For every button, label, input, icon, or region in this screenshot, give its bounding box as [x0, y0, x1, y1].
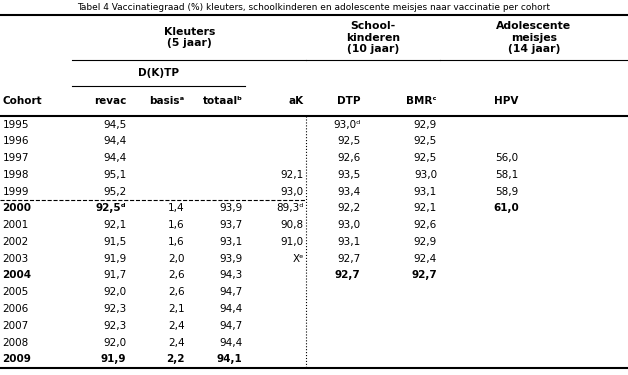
- Text: 2003: 2003: [3, 254, 29, 264]
- Text: 92,3: 92,3: [103, 321, 126, 331]
- Text: 94,4: 94,4: [103, 136, 126, 146]
- Text: 56,0: 56,0: [495, 153, 519, 163]
- Text: 92,5ᵈ: 92,5ᵈ: [95, 204, 126, 213]
- Text: 1999: 1999: [3, 187, 29, 196]
- Text: 2,4: 2,4: [168, 321, 185, 331]
- Text: 93,1: 93,1: [337, 237, 360, 247]
- Text: 92,2: 92,2: [337, 204, 360, 213]
- Text: 92,0: 92,0: [103, 287, 126, 297]
- Text: 1998: 1998: [3, 170, 29, 180]
- Text: 93,9: 93,9: [219, 204, 242, 213]
- Text: 93,0: 93,0: [337, 220, 360, 230]
- Text: 92,5: 92,5: [414, 136, 437, 146]
- Text: 2,6: 2,6: [168, 287, 185, 297]
- Text: 93,0: 93,0: [281, 187, 304, 196]
- Text: 93,4: 93,4: [337, 187, 360, 196]
- Text: 92,6: 92,6: [337, 153, 360, 163]
- Text: 1995: 1995: [3, 120, 29, 130]
- Text: 92,4: 92,4: [414, 254, 437, 264]
- Text: 1,4: 1,4: [168, 204, 185, 213]
- Text: School-
kinderen
(10 jaar): School- kinderen (10 jaar): [346, 21, 400, 54]
- Text: 93,0: 93,0: [414, 170, 437, 180]
- Text: 91,7: 91,7: [103, 270, 126, 280]
- Text: 58,9: 58,9: [495, 187, 519, 196]
- Text: 92,9: 92,9: [414, 237, 437, 247]
- Text: 92,7: 92,7: [411, 270, 437, 280]
- Text: 2,2: 2,2: [166, 354, 185, 364]
- Text: Xᵉ: Xᵉ: [293, 254, 304, 264]
- Text: 94,5: 94,5: [103, 120, 126, 130]
- Text: HPV: HPV: [494, 96, 519, 106]
- Text: 2,6: 2,6: [168, 270, 185, 280]
- Text: 2004: 2004: [3, 270, 31, 280]
- Text: revac: revac: [94, 96, 126, 106]
- Text: 92,3: 92,3: [103, 304, 126, 314]
- Text: 93,1: 93,1: [414, 187, 437, 196]
- Text: 92,7: 92,7: [335, 270, 360, 280]
- Text: 92,7: 92,7: [337, 254, 360, 264]
- Text: 1997: 1997: [3, 153, 29, 163]
- Text: 93,9: 93,9: [219, 254, 242, 264]
- Text: 93,0ᵈ: 93,0ᵈ: [333, 120, 360, 130]
- Text: 94,7: 94,7: [219, 321, 242, 331]
- Text: 95,2: 95,2: [103, 187, 126, 196]
- Text: 94,7: 94,7: [219, 287, 242, 297]
- Text: 2,4: 2,4: [168, 338, 185, 348]
- Text: 2002: 2002: [3, 237, 29, 247]
- Text: 2009: 2009: [3, 354, 31, 364]
- Text: 2,1: 2,1: [168, 304, 185, 314]
- Text: 2007: 2007: [3, 321, 29, 331]
- Text: DTP: DTP: [337, 96, 360, 106]
- Text: 92,5: 92,5: [337, 136, 360, 146]
- Text: D(K)TP: D(K)TP: [138, 68, 179, 78]
- Text: 94,4: 94,4: [103, 153, 126, 163]
- Text: 92,1: 92,1: [414, 204, 437, 213]
- Text: 93,7: 93,7: [219, 220, 242, 230]
- Text: 92,5: 92,5: [414, 153, 437, 163]
- Text: 1,6: 1,6: [168, 237, 185, 247]
- Text: 58,1: 58,1: [495, 170, 519, 180]
- Text: 2005: 2005: [3, 287, 29, 297]
- Text: 94,4: 94,4: [219, 304, 242, 314]
- Text: 94,3: 94,3: [219, 270, 242, 280]
- Text: basisᵃ: basisᵃ: [149, 96, 185, 106]
- Text: 92,9: 92,9: [414, 120, 437, 130]
- Text: 90,8: 90,8: [281, 220, 304, 230]
- Text: totaalᵇ: totaalᵇ: [202, 96, 242, 106]
- Text: 95,1: 95,1: [103, 170, 126, 180]
- Text: 93,5: 93,5: [337, 170, 360, 180]
- Text: 2008: 2008: [3, 338, 29, 348]
- Text: 91,0: 91,0: [281, 237, 304, 247]
- Text: Tabel 4 Vaccinatiegraad (%) kleuters, schoolkinderen en adolescente meisjes naar: Tabel 4 Vaccinatiegraad (%) kleuters, sc…: [77, 3, 551, 12]
- Text: 94,1: 94,1: [217, 354, 242, 364]
- Text: Adolescente
meisjes
(14 jaar): Adolescente meisjes (14 jaar): [496, 21, 571, 54]
- Text: Cohort: Cohort: [3, 96, 42, 106]
- Text: 91,9: 91,9: [103, 254, 126, 264]
- Text: 2006: 2006: [3, 304, 29, 314]
- Text: BMRᶜ: BMRᶜ: [406, 96, 437, 106]
- Text: 2,0: 2,0: [168, 254, 185, 264]
- Text: 61,0: 61,0: [493, 204, 519, 213]
- Text: Kleuters
(5 jaar): Kleuters (5 jaar): [164, 27, 215, 48]
- Text: 92,6: 92,6: [414, 220, 437, 230]
- Text: 92,1: 92,1: [281, 170, 304, 180]
- Text: 92,1: 92,1: [103, 220, 126, 230]
- Text: 1996: 1996: [3, 136, 29, 146]
- Text: 1,6: 1,6: [168, 220, 185, 230]
- Text: aK: aK: [289, 96, 304, 106]
- Text: 2000: 2000: [3, 204, 31, 213]
- Text: 89,3ᵈ: 89,3ᵈ: [276, 204, 304, 213]
- Text: 2001: 2001: [3, 220, 29, 230]
- Text: 94,4: 94,4: [219, 338, 242, 348]
- Text: 92,0: 92,0: [103, 338, 126, 348]
- Text: 91,9: 91,9: [100, 354, 126, 364]
- Text: 91,5: 91,5: [103, 237, 126, 247]
- Text: 93,1: 93,1: [219, 237, 242, 247]
